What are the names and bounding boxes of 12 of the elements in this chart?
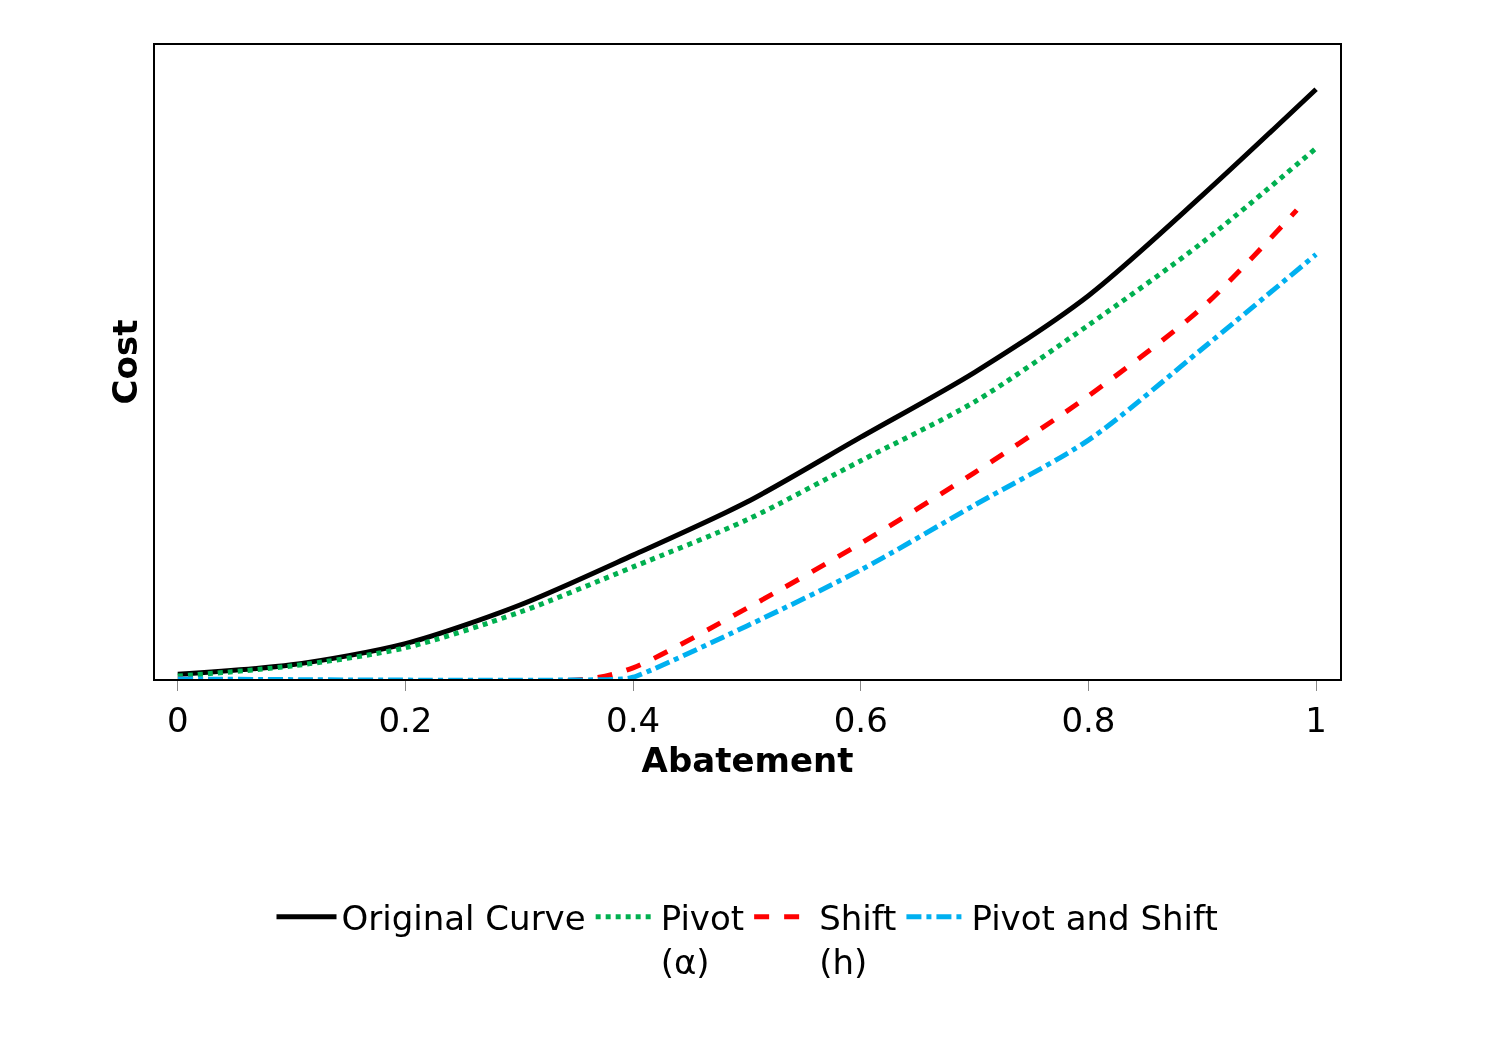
legend-label: Pivot (α)	[660, 898, 745, 983]
x-tick-label: 0.2	[378, 699, 433, 740]
x-tick-label: 0.6	[833, 699, 888, 740]
legend-label: Shift (h)	[819, 898, 897, 983]
y-axis-title: Cost	[105, 319, 146, 405]
x-tick-label: 1	[1305, 699, 1327, 740]
x-tick-label: 0.4	[606, 699, 661, 740]
x-axis-title: Abatement	[641, 740, 854, 781]
legend-label: Original Curve	[341, 898, 586, 939]
legend-label: Pivot and Shift	[971, 898, 1218, 939]
x-tick-label: 0	[166, 699, 189, 740]
x-tick-label: 0.8	[1061, 699, 1116, 740]
